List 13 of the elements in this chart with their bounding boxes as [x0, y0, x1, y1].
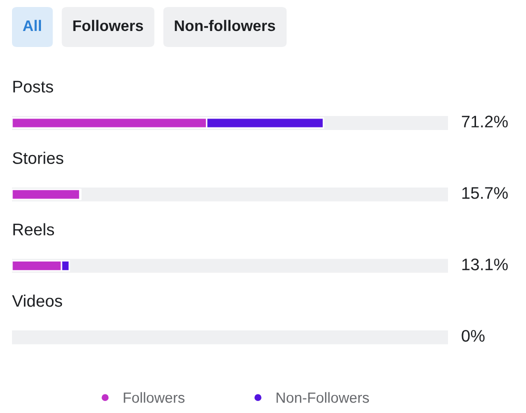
legend-label: Followers [124, 392, 185, 403]
text: 15.7% [462, 187, 508, 199]
text: 71.2% [462, 116, 508, 128]
text: All [22, 20, 41, 31]
text: 0% [462, 330, 485, 342]
y-tick-label: Reels [13, 223, 54, 236]
legend-label: Non-Followers [276, 392, 369, 403]
text: Non-followers [174, 20, 276, 32]
y-tick-label: Videos [12, 294, 62, 307]
text: Followers [73, 20, 143, 32]
y-tick-label: Posts [13, 80, 54, 93]
y-tick-label: Stories [12, 152, 64, 164]
text: 13.1% [462, 258, 508, 270]
